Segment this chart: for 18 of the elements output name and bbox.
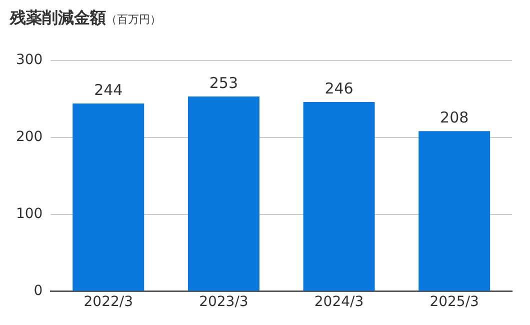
x-tick-label: 2025/3 [430, 294, 479, 310]
x-tick-label: 2023/3 [199, 294, 248, 310]
x-tick-label: 2024/3 [314, 294, 364, 310]
bar [418, 131, 490, 291]
bar [188, 96, 260, 291]
bar [303, 102, 375, 291]
y-tick-label: 300 [16, 52, 43, 68]
y-tick-label: 200 [16, 128, 43, 145]
data-label: 244 [94, 80, 123, 99]
x-tick-label: 2022/3 [84, 294, 134, 310]
chart-subtitle: （百万円） [106, 13, 161, 26]
data-label: 253 [209, 74, 238, 92]
y-tick-label: 100 [16, 206, 43, 222]
chart-title: 残薬削減金額 [10, 8, 106, 27]
data-label: 208 [440, 108, 469, 127]
y-tick-label: 0 [34, 282, 43, 299]
bar [72, 103, 144, 291]
data-label: 246 [324, 79, 354, 98]
